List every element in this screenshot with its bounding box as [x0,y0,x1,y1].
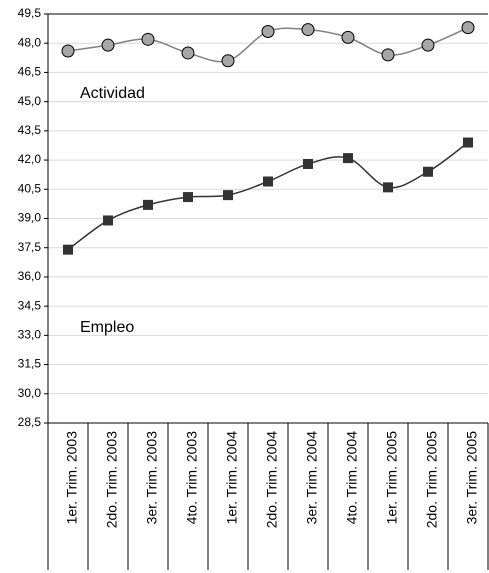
y-tick-label: 49,5 [18,6,42,20]
y-tick-label: 45,0 [18,94,42,108]
point [343,153,353,164]
x-tick-label: 4to. Trim. 2003 [184,431,200,525]
y-tick-label: 39,0 [18,211,42,225]
point [421,38,435,52]
x-tick-label: 1er. Trim. 2004 [224,431,240,525]
point [341,30,355,44]
y-tick-label: 30,0 [18,386,42,400]
point [423,166,433,177]
y-tick-label: 46,5 [18,65,42,79]
point [141,32,155,46]
y-tick-label: 37,5 [18,240,42,254]
point [61,44,75,58]
point [101,38,115,52]
y-tick-label: 43,5 [18,123,42,137]
point [223,190,233,201]
y-tick-label: 42,0 [18,152,42,166]
x-tick-label: 3er. Trim. 2005 [464,431,480,525]
y-tick-label: 34,5 [18,298,42,312]
series-label: Empleo [80,319,134,336]
series-label: Actividad [80,85,145,102]
y-tick-label: 40,5 [18,181,42,195]
point [183,192,193,203]
x-tick-label: 4to. Trim. 2004 [344,431,360,525]
y-tick-label: 36,0 [18,269,42,283]
x-tick-label: 1er. Trim. 2003 [64,431,80,525]
x-tick-label: 3er. Trim. 2004 [304,431,320,525]
point [181,46,195,60]
x-tick-label: 1er. Trim. 2005 [384,431,400,525]
series-line [67,141,469,251]
y-tick-label: 48,0 [18,35,42,49]
x-tick-label: 2do. Trim. 2004 [264,431,280,528]
point [103,215,113,226]
point [383,182,393,193]
x-tick-label: 2do. Trim. 2005 [424,431,440,528]
point [143,199,153,210]
point [221,54,235,68]
point [463,137,473,148]
point [63,244,73,255]
point [263,176,273,187]
y-tick-label: 33,0 [18,328,42,342]
y-tick-label: 28,5 [18,415,42,429]
y-tick-label: 31,5 [18,357,42,371]
x-tick-label: 2do. Trim. 2003 [104,431,120,528]
point [303,158,313,169]
point [261,25,275,39]
point [381,48,395,62]
x-tick-label: 3er. Trim. 2003 [144,431,160,525]
point [301,23,315,37]
point [461,21,475,35]
